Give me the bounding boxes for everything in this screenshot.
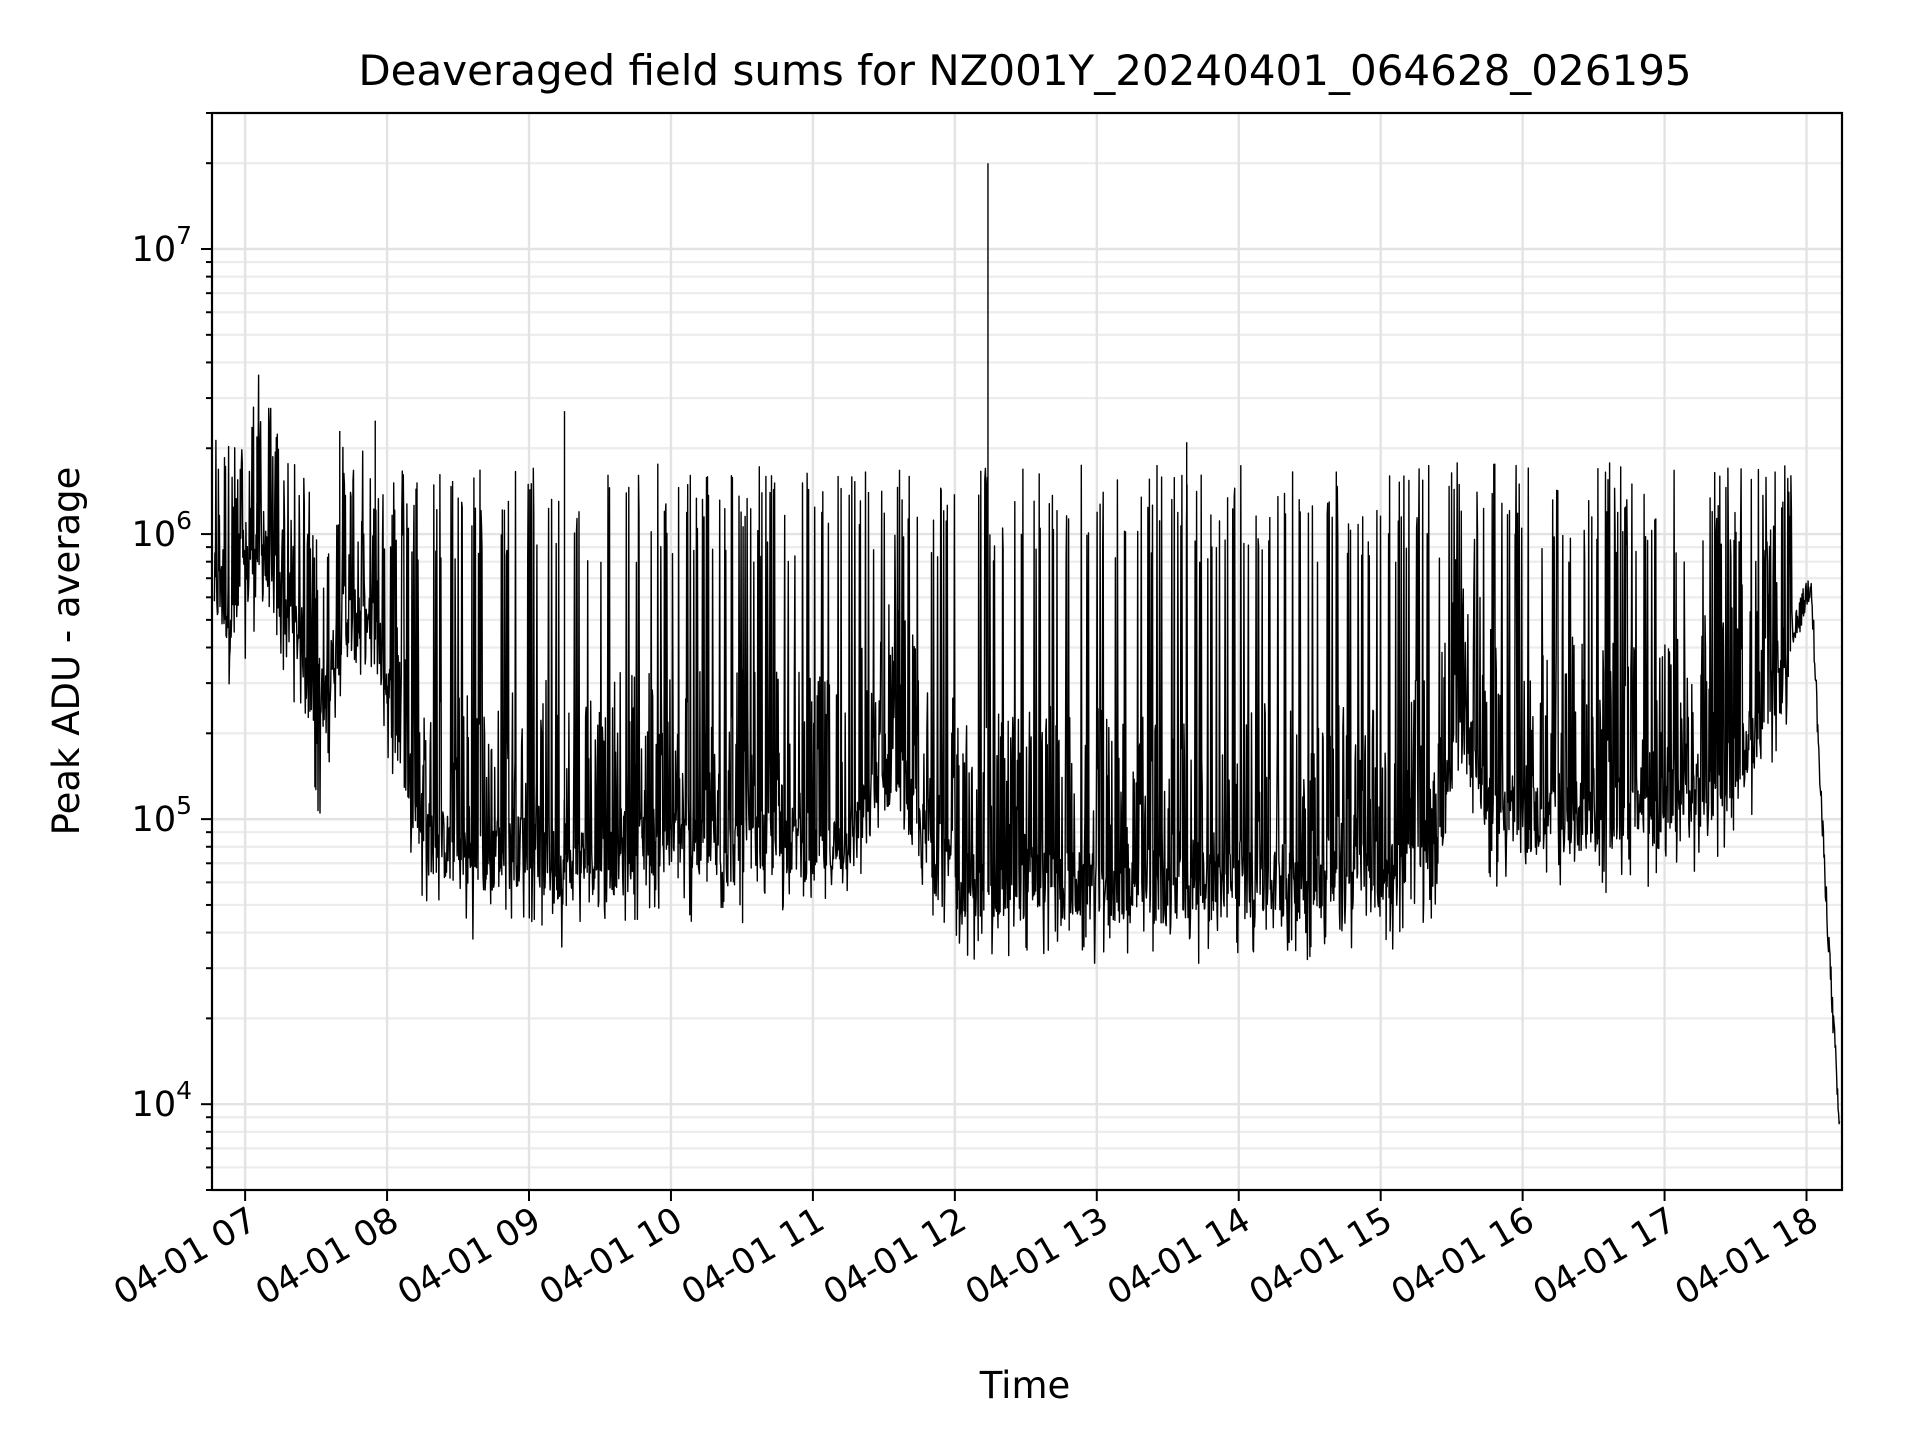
y-axis-label: Peak ADU - average (45, 467, 88, 836)
y-tick-label: 105 (132, 791, 192, 840)
y-tick-label: 107 (132, 221, 192, 270)
chart-title: Deaveraged field sums for NZ001Y_2024040… (358, 46, 1691, 95)
y-tick-label: 104 (132, 1076, 192, 1125)
series-line (213, 374, 1841, 1125)
plot-frame (210, 111, 1844, 1192)
y-tick-label: 106 (132, 506, 192, 555)
series-layer (213, 163, 1841, 1125)
x-axis-label: Time (979, 1364, 1071, 1407)
y-axis: 104 105 106 107 (132, 112, 212, 1191)
